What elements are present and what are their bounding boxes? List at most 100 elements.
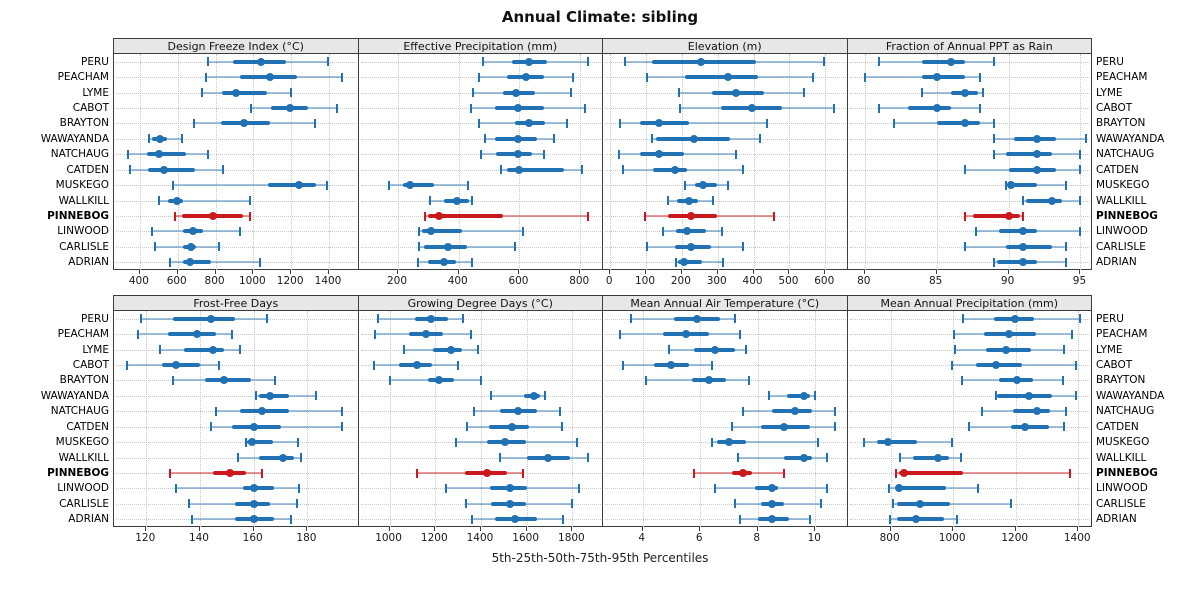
- whisker-cap-p5: [980, 406, 983, 416]
- site-label-right: NATCHAUG: [1096, 148, 1155, 161]
- whisker-cap-p95: [570, 88, 573, 98]
- whisker-cap-p95: [583, 103, 586, 113]
- median-dot: [422, 330, 431, 339]
- x-axis-tick: [579, 270, 581, 274]
- whisker-cap-p95: [1065, 257, 1068, 267]
- whisker-cap-p95: [248, 211, 251, 221]
- whisker-cap-p95: [1071, 329, 1074, 339]
- x-gridline: [825, 54, 827, 270]
- x-tick-label: 4: [638, 532, 646, 544]
- y-gridline: [116, 200, 357, 202]
- chart-title: Annual Climate: sibling: [501, 8, 699, 26]
- site-label-right: ADRIAN: [1096, 513, 1137, 526]
- site-label-left: PINNEBOG: [47, 467, 109, 479]
- whisker-cap-p5: [171, 180, 174, 190]
- x-axis-tick: [145, 527, 147, 531]
- whisker-cap-p95: [290, 88, 293, 98]
- site-label-left: CATDEN: [66, 420, 109, 433]
- whisker-cap-p95: [817, 437, 820, 447]
- x-gridline: [458, 54, 460, 270]
- y-gridline: [605, 473, 846, 474]
- whisker-cap-p95: [956, 514, 959, 524]
- site-label-left: WAWAYANDA: [40, 132, 109, 145]
- x-gridline: [215, 54, 217, 270]
- x-axis-tick: [290, 270, 292, 274]
- whisker-cap-p95: [765, 118, 768, 128]
- whisker-cap-p95: [299, 453, 302, 463]
- whisker-cap-p95: [773, 211, 776, 221]
- median-dot: [947, 57, 956, 66]
- whisker-cap-p95: [1063, 422, 1066, 432]
- x-gridline: [291, 54, 293, 270]
- interquartile-bar: [402, 183, 435, 188]
- whisker-cap-p95: [1061, 375, 1064, 385]
- whisker-cap-p5: [622, 165, 625, 175]
- x-gridline: [199, 311, 201, 527]
- median-dot: [1018, 258, 1027, 267]
- x-axis-tick: [863, 270, 865, 274]
- median-dot: [434, 376, 443, 385]
- site-label-right: LINWOOD: [1096, 225, 1148, 238]
- median-dot: [932, 104, 941, 112]
- whisker-cap-p95: [586, 57, 589, 67]
- whisker-cap-p5: [482, 57, 485, 67]
- x-axis-tick: [752, 270, 754, 274]
- y-gridline: [360, 365, 601, 366]
- whisker-cap-p5: [471, 88, 474, 98]
- site-label-right: PEACHAM: [1096, 71, 1148, 84]
- panel-header: Elevation (m): [602, 38, 848, 54]
- median-dot: [172, 196, 181, 205]
- x-axis-tick: [1077, 527, 1079, 531]
- x-tick-label: 400: [447, 275, 468, 287]
- median-dot: [667, 361, 676, 369]
- site-label-right: CABOT: [1096, 359, 1133, 371]
- interquartile-bar: [676, 229, 707, 234]
- median-dot: [434, 212, 443, 220]
- y-gridline: [849, 503, 1090, 505]
- x-axis-tick: [457, 270, 459, 274]
- median-dot: [507, 422, 516, 431]
- x-tick-label: 1000: [238, 275, 266, 287]
- whisker-cap-p5: [951, 360, 954, 370]
- whisker-cap-p5: [736, 453, 739, 463]
- median-dot: [799, 391, 808, 400]
- site-label-left: MUSKEGO: [55, 179, 109, 192]
- whisker-cap-p95: [561, 422, 564, 432]
- median-dot: [681, 330, 690, 339]
- x-gridline: [890, 311, 892, 527]
- site-label-left: NATCHAUG: [50, 405, 109, 418]
- whisker-cap-p95: [580, 165, 583, 175]
- median-dot: [698, 181, 707, 190]
- y-gridline: [116, 154, 357, 156]
- whisker-cap-p5: [169, 257, 172, 267]
- median-dot: [768, 499, 777, 508]
- whisker-cap-p5: [209, 422, 212, 432]
- x-gridline: [757, 311, 759, 527]
- whisker-cap-p5: [863, 72, 866, 82]
- whisker-cap-p5: [173, 211, 176, 221]
- whisker-cap-p5: [964, 165, 967, 175]
- y-gridline: [360, 92, 601, 94]
- whisker-cap-p5: [678, 88, 681, 98]
- x-gridline: [953, 311, 955, 527]
- y-gridline: [849, 154, 1090, 156]
- interquartile-bar: [259, 455, 294, 460]
- whisker-cap-p95: [825, 483, 828, 493]
- median-dot: [693, 314, 702, 323]
- interquartile-bar: [998, 229, 1038, 234]
- x-gridline: [789, 54, 791, 270]
- whisker-cap-p95: [759, 134, 762, 144]
- y-gridline: [849, 246, 1090, 248]
- whisker-cap-p5: [236, 453, 239, 463]
- interquartile-bar: [183, 347, 225, 352]
- median-dot: [248, 438, 257, 447]
- whisker-cap-p95: [466, 180, 469, 190]
- site-label-right: PERU: [1096, 55, 1124, 68]
- median-dot: [249, 484, 258, 493]
- median-dot: [1002, 345, 1011, 354]
- whisker-cap-p5: [953, 345, 956, 355]
- whisker-cap-p95: [1085, 134, 1088, 144]
- median-dot: [934, 453, 943, 462]
- x-axis-tick: [788, 270, 790, 274]
- whisker-cap-p5: [675, 257, 678, 267]
